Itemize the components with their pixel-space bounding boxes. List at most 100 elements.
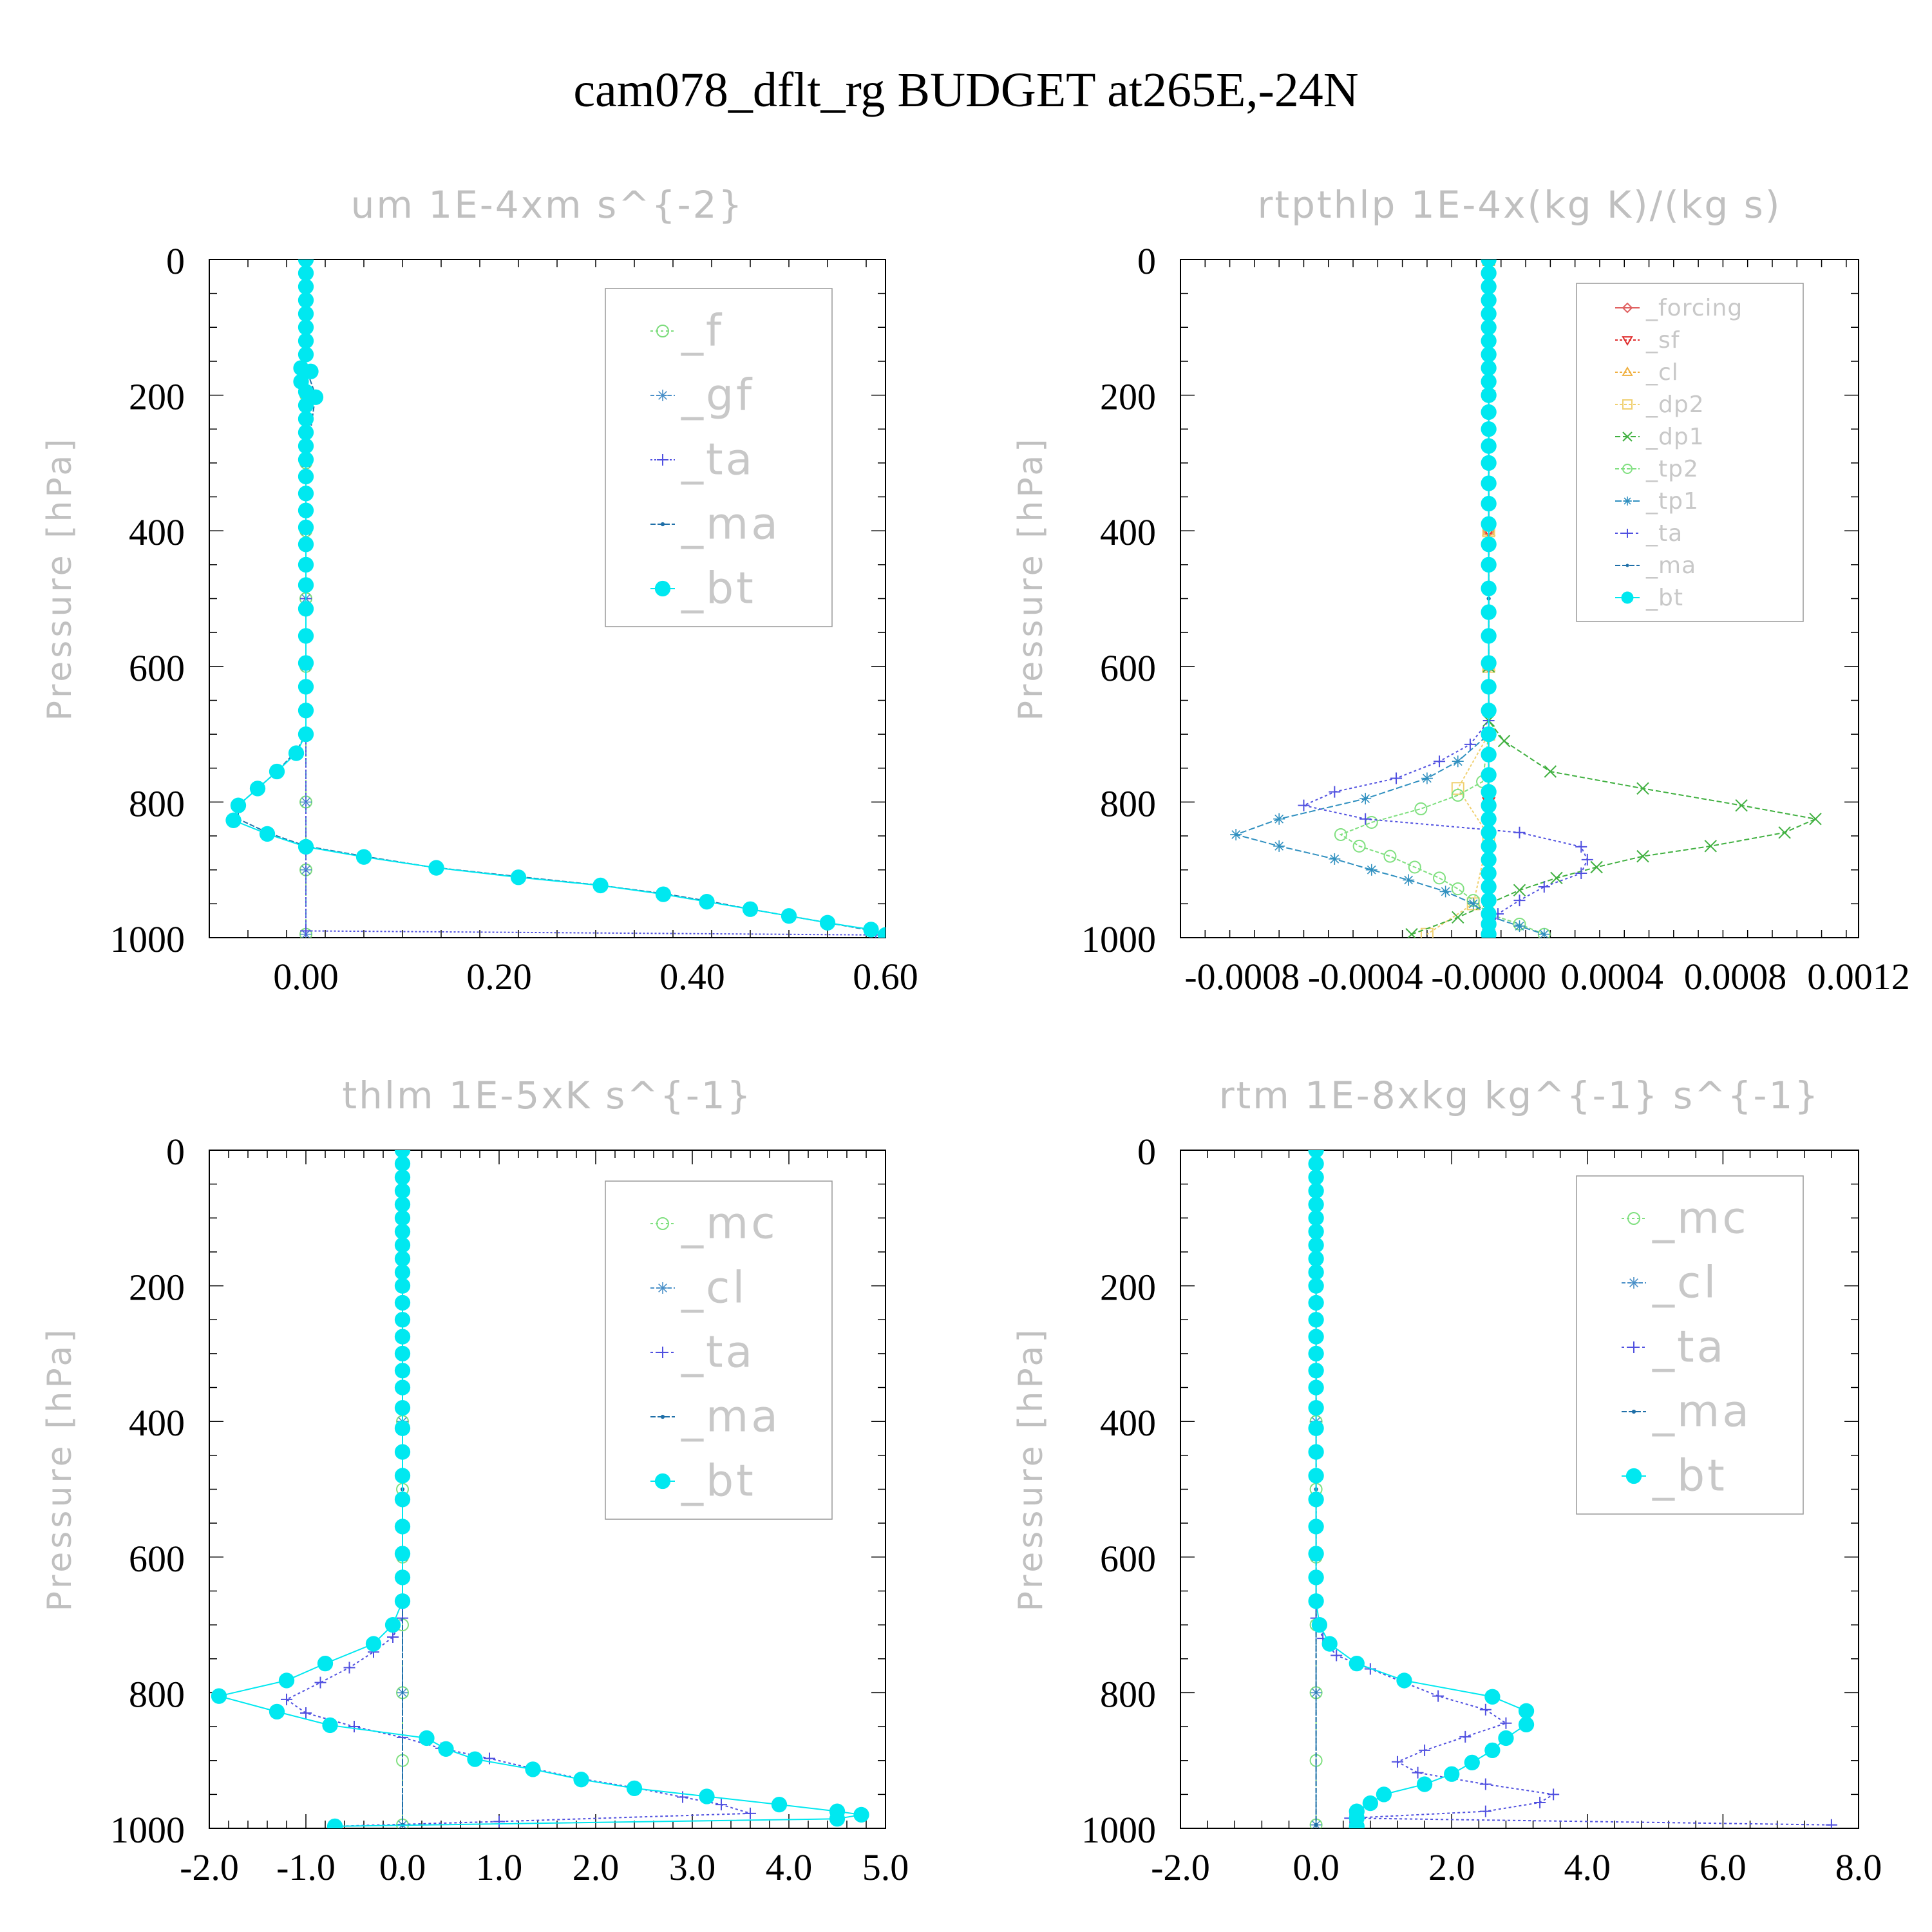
data-point: [1636, 782, 1649, 795]
legend: _forcing _sf _cl _dp2 _dp1 _tp2 _tp1 _ta _ma _bt: [1576, 283, 1804, 622]
x-tick-label: -2.0: [1151, 1846, 1210, 1888]
legend-marker: [1623, 497, 1632, 506]
data-point: [394, 1278, 411, 1294]
legend-label: _mc: [1652, 1193, 1749, 1244]
data-point: [1308, 1150, 1324, 1159]
data-point: [1308, 1345, 1324, 1362]
data-point: [428, 860, 444, 876]
x-tick-label: 4.0: [1564, 1846, 1611, 1888]
y-tick-label: 0: [1137, 240, 1156, 282]
legend-marker: [654, 1473, 671, 1490]
legend-label: _cl: [681, 1262, 747, 1313]
legend-label: _mc: [681, 1198, 778, 1249]
data-point: [1481, 536, 1497, 553]
data-point: [1575, 840, 1587, 853]
data-point: [1481, 333, 1497, 349]
data-point: [269, 763, 285, 780]
data-point: [298, 265, 314, 281]
x-tick-label: -2.0: [180, 1846, 239, 1888]
series-bt: [225, 260, 886, 938]
data-point: [1308, 1444, 1324, 1460]
series-bt: [1481, 260, 1497, 938]
data-point: [1481, 556, 1497, 573]
chart-panel-1: um 1E-4xm s^{-2} Pressure [hPa] 0 200 400 600…: [41, 183, 918, 998]
data-point: [1459, 1730, 1472, 1743]
data-point: [1451, 782, 1464, 795]
data-point: [819, 914, 836, 931]
data-point: [298, 536, 314, 553]
data-point: [1548, 1788, 1560, 1801]
data-point: [1308, 1197, 1324, 1213]
data-point: [1439, 886, 1452, 898]
data-point: [1273, 813, 1285, 825]
legend-label: _cl: [1652, 1257, 1718, 1308]
y-tick-label: 800: [129, 1673, 185, 1715]
data-point: [1331, 1649, 1343, 1662]
data-point: [1481, 892, 1497, 909]
y-tick-label: 1000: [1081, 1809, 1156, 1851]
data-point: [281, 1693, 292, 1705]
data-point: [573, 1772, 589, 1788]
data-point: [300, 925, 312, 937]
data-point: [1590, 860, 1603, 874]
data-point: [1308, 1210, 1324, 1226]
legend-marker: [1622, 302, 1633, 314]
data-point: [394, 1312, 411, 1328]
data-point: [300, 864, 312, 876]
data-point: [1481, 265, 1497, 281]
data-point: [394, 1492, 411, 1508]
data-point: [1311, 1616, 1328, 1633]
data-point: [1329, 786, 1341, 798]
legend-marker: [1622, 399, 1633, 410]
data-point: [1778, 826, 1791, 839]
data-point: [1479, 1778, 1492, 1790]
data-point: [1464, 1754, 1480, 1771]
y-tick-label: 200: [1100, 1267, 1156, 1309]
data-point: [394, 1197, 411, 1213]
data-point: [1308, 1183, 1324, 1199]
series-line: [1426, 260, 1490, 935]
data-point: [394, 1183, 411, 1199]
y-tick-label: 200: [1100, 376, 1156, 418]
data-point: [298, 451, 314, 468]
data-point: [298, 655, 314, 671]
data-point: [1481, 926, 1497, 938]
y-tick-label: 600: [1100, 647, 1156, 689]
data-point: [1452, 911, 1464, 924]
data-point: [298, 346, 314, 363]
data-point: [1481, 292, 1497, 308]
series-ta: [1298, 260, 1593, 938]
data-point: [1405, 928, 1418, 938]
legend-label: _gf: [681, 370, 754, 421]
data-point: [1433, 871, 1446, 885]
series-bt: [1308, 1150, 1535, 1828]
legend-label: _bt: [681, 1455, 756, 1506]
data-point: [394, 1569, 411, 1586]
data-point: [1434, 755, 1446, 768]
data-point: [278, 1672, 295, 1689]
data-point: [1308, 1155, 1324, 1172]
data-point: [1481, 495, 1497, 512]
data-point: [1321, 1636, 1338, 1652]
legend-marker: [1621, 591, 1634, 604]
data-point: [1484, 1742, 1501, 1759]
data-point: [1390, 772, 1403, 784]
data-point: [394, 1329, 411, 1345]
data-point: [1481, 360, 1497, 376]
legend-label: _ma: [1652, 1386, 1752, 1437]
data-point: [1444, 1766, 1460, 1782]
legend: _mc _cl _ta _ma _bt: [1576, 1175, 1804, 1515]
data-point: [1314, 1823, 1318, 1827]
data-point: [1308, 1329, 1324, 1345]
y-axis-label: Pressure [hPa]: [41, 435, 79, 721]
x-tick-label: 2.0: [1428, 1846, 1475, 1888]
data-point: [394, 1264, 411, 1280]
legend-marker: [1622, 431, 1633, 442]
data-point: [1481, 438, 1497, 454]
data-point: [1376, 1786, 1392, 1803]
y-tick-label: 1000: [1081, 918, 1156, 960]
x-tick-label: 0.20: [466, 956, 532, 998]
data-point: [1481, 306, 1497, 322]
legend-label: _f: [681, 305, 724, 356]
data-point: [1481, 475, 1497, 491]
